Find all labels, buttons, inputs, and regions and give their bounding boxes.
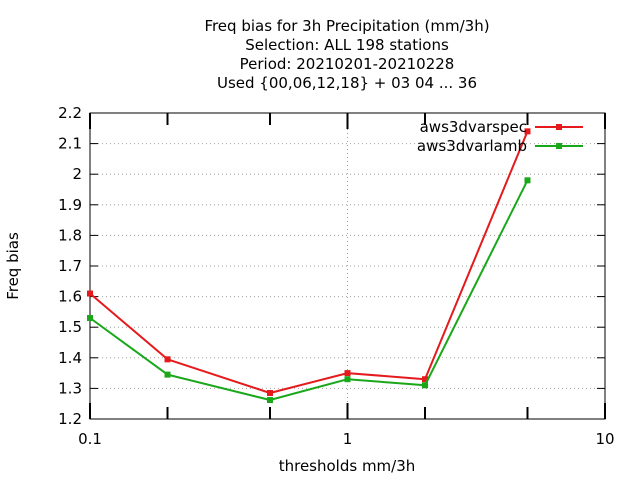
x-axis-label: thresholds mm/3h	[279, 457, 416, 475]
series-line	[89, 131, 529, 394]
data-point	[87, 290, 93, 297]
title-line-1: Freq bias for 3h Precipitation (mm/3h)	[204, 17, 489, 35]
series-line	[89, 179, 529, 401]
y-tick-label: 1.7	[58, 257, 82, 275]
y-tick-label: 2.2	[58, 104, 82, 122]
data-point	[422, 382, 429, 389]
data-point	[524, 128, 531, 135]
data-point	[524, 177, 531, 184]
x-tick-label: 1	[343, 430, 353, 448]
title-line-3: Period: 20210201-20210228	[240, 55, 455, 73]
data-point	[344, 376, 351, 383]
x-tick-label: 10	[595, 430, 614, 448]
legend-swatch-marker	[556, 124, 562, 130]
data-point	[164, 356, 171, 363]
data-point	[266, 389, 273, 396]
data-point	[164, 371, 171, 378]
y-tick-label: 2	[72, 165, 82, 183]
title-line-2: Selection: ALL 198 stations	[245, 36, 449, 54]
series-aws3dvarlamb	[87, 177, 531, 404]
y-axis-label: Freq bias	[4, 232, 22, 300]
title-line-4: Used {00,06,12,18} + 03 04 ... 36	[217, 74, 477, 92]
data-point	[344, 370, 351, 377]
y-tick-label: 1.3	[58, 379, 82, 397]
data-point	[87, 315, 93, 322]
chart-title: Freq bias for 3h Precipitation (mm/3h)Se…	[204, 17, 489, 92]
series-aws3dvarspec	[87, 128, 531, 396]
legend-label: aws3dvarlamb	[417, 137, 527, 155]
data-point	[422, 376, 429, 383]
grid	[90, 113, 605, 419]
y-tick-label: 1.4	[58, 349, 82, 367]
legend-label: aws3dvarspec	[420, 118, 527, 136]
series	[87, 128, 531, 404]
x-tick-label: 0.1	[78, 430, 102, 448]
y-tick-label: 2.1	[58, 135, 82, 153]
y-tick-label: 1.6	[58, 288, 82, 306]
legend-item-aws3dvarspec: aws3dvarspec	[420, 118, 583, 136]
y-tick-label: 1.2	[58, 410, 82, 428]
y-tick-label: 1.8	[58, 226, 82, 244]
legend-swatch-marker	[556, 143, 562, 149]
legend-item-aws3dvarlamb: aws3dvarlamb	[417, 137, 583, 155]
y-tick-label: 1.9	[58, 196, 82, 214]
y-tick-label: 1.5	[58, 318, 82, 336]
data-point	[266, 397, 273, 404]
ticks: 1.2 1.3 1.4 1.5 1.6 1.7 1.8 1.9 2 2.1 2.2 0.1 1 10	[58, 104, 614, 448]
